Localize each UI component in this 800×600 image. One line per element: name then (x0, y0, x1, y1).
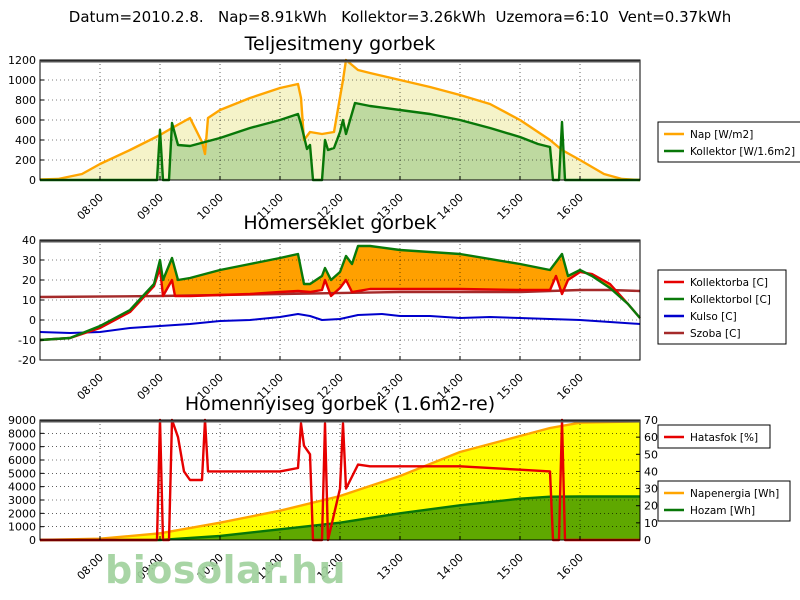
y2-tick-label: 20 (644, 500, 658, 513)
x-tick-label: 15:00 (495, 371, 527, 403)
x-tick-label: 15:00 (495, 191, 527, 223)
kollektor-area-fill (40, 103, 640, 180)
series-line-nap (39, 420, 641, 542)
y-tick-label: 30 (22, 254, 36, 267)
hozam-area-fill (40, 496, 640, 540)
chart-homerseklet: Homerseklet gorbek -20 -10 0 10 20 30 40 08:00 09… (18, 212, 787, 403)
y-tick-label: 6000 (8, 454, 36, 467)
legend-label: Kollektorbol [C] (690, 294, 771, 306)
chart-title: Homerseklet gorbek (243, 212, 436, 234)
header-summary: Datum=2010.2.8. Nap=8.91kWh Kollektor=3.… (68, 8, 732, 26)
y-tick-label: 0 (29, 314, 36, 327)
legend-label: Napenergia [Wh] (690, 488, 779, 500)
x-tick-label: 08:00 (75, 371, 107, 403)
y2-tick-label: 50 (644, 448, 658, 461)
series-line-red (39, 266, 641, 342)
y2-tick-label: 10 (644, 517, 658, 530)
chart-title: Teljesitmeny gorbek (244, 33, 436, 55)
watermark-logo: biosolar.hu (105, 548, 347, 592)
y-tick-label: -20 (18, 354, 36, 367)
y2-tick-label: 70 (644, 414, 658, 427)
y-tick-label: 10 (22, 294, 36, 307)
y-tick-label: 2000 (8, 507, 36, 520)
x-tick-label: 09:00 (135, 191, 167, 223)
series-line-red (40, 418, 640, 542)
y-tick-label: 0 (29, 174, 36, 187)
legend-label: Hatasfok [%] (690, 432, 758, 444)
temp-diff-fill (40, 246, 640, 340)
series-line-kollektor (40, 101, 640, 182)
x-tick-label: 13:00 (375, 551, 407, 583)
x-tick-label: 16:00 (555, 551, 587, 583)
y-tick-label: 9000 (8, 414, 36, 427)
y-tick-label: 3000 (8, 494, 36, 507)
y-tick-label: 200 (15, 154, 36, 167)
x-tick-label: 16:00 (555, 371, 587, 403)
legend-box (657, 424, 771, 449)
y-tick-label: 400 (15, 134, 36, 147)
series-line-nap (39, 58, 641, 182)
chart-title: Homennyiseg gorbek (1.6m2-re) (185, 393, 495, 415)
legend-label: Kollektor [W/1.6m2] (690, 146, 795, 158)
y2-tick-label: 0 (644, 534, 651, 547)
legend-label: Kulso [C] (690, 311, 737, 323)
y2-tick-label: 30 (644, 483, 658, 496)
y2-tick-label: 40 (644, 465, 658, 478)
x-tick-label: 08:00 (75, 191, 107, 223)
legend-box (657, 480, 791, 522)
chart-teljesitmeny: Teljesitmeny gorbek 0 200 400 600 800 1000 1200… (8, 33, 800, 223)
x-tick-label: 08:00 (75, 551, 107, 583)
y-tick-label: -10 (18, 334, 36, 347)
y-tick-label: 5000 (8, 467, 36, 480)
y-tick-label: 1200 (8, 54, 36, 67)
legend-label: Kollektorba [C] (690, 277, 768, 289)
x-tick-label: 14:00 (435, 191, 467, 223)
y-tick-label: 800 (15, 94, 36, 107)
x-tick-label: 09:00 (135, 371, 167, 403)
y2-tick-label: 60 (644, 431, 658, 444)
chart-homennyiseg: Homennyiseg gorbek (1.6m2-re)01000200030… (8, 393, 791, 583)
x-tick-label: 14:00 (435, 551, 467, 583)
y-tick-label: 600 (15, 114, 36, 127)
series-line-green (39, 244, 641, 342)
x-tick-label: 16:00 (555, 191, 587, 223)
y-tick-label: 4000 (8, 481, 36, 494)
x-tick-label: 15:00 (495, 551, 527, 583)
y-tick-label: 20 (22, 274, 36, 287)
y-tick-label: 1000 (8, 521, 36, 534)
y-tick-label: 0 (29, 534, 36, 547)
y-tick-label: 8000 (8, 427, 36, 440)
legend-box (657, 121, 800, 163)
y-tick-label: 7000 (8, 441, 36, 454)
y-tick-label: 1000 (8, 74, 36, 87)
series-line-blue (39, 313, 641, 334)
x-tick-label: 10:00 (195, 191, 227, 223)
y-tick-label: 40 (22, 234, 36, 247)
legend-label: Nap [W/m2] (690, 129, 753, 141)
legend-label: Hozam [Wh] (690, 505, 755, 517)
legend-label: Szoba [C] (690, 328, 741, 340)
